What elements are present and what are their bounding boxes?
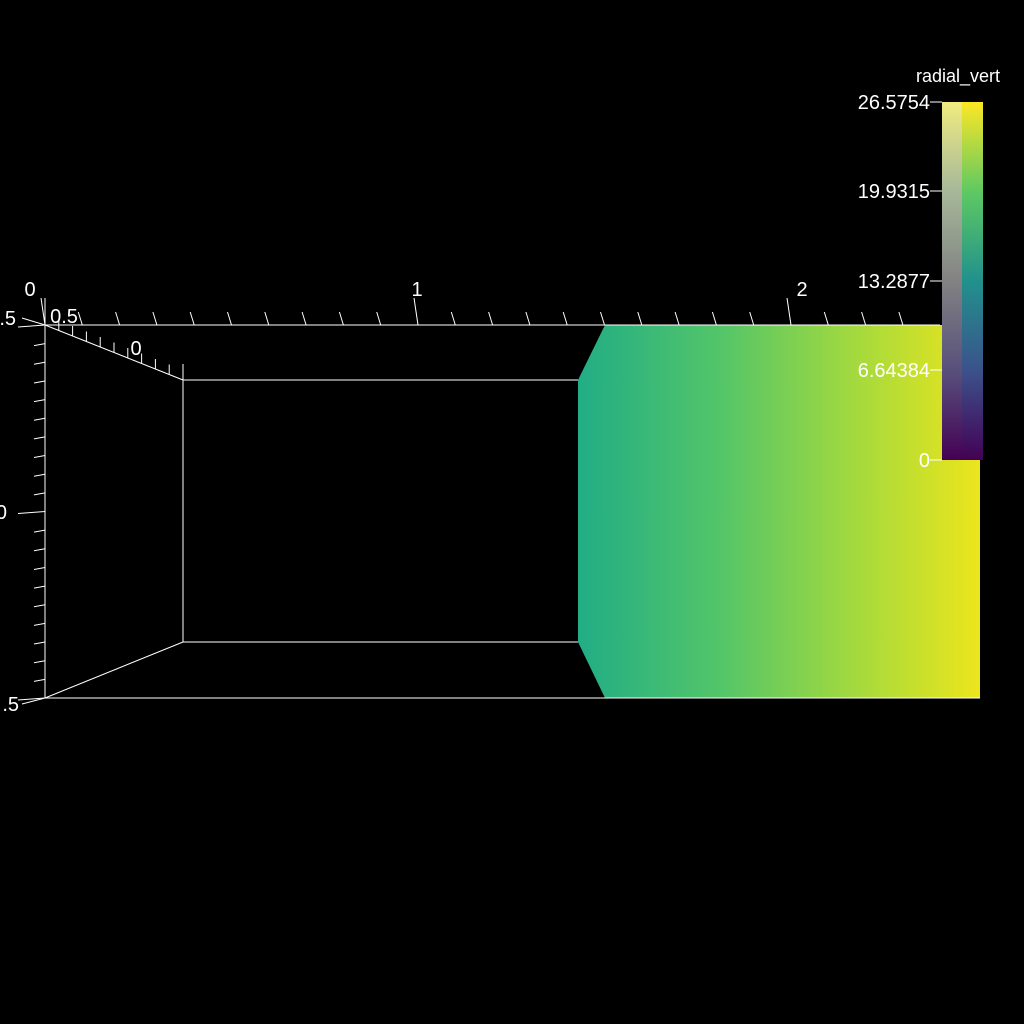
x-axis-major-tick — [413, 297, 419, 326]
x-axis-minor-tick — [152, 311, 158, 326]
x-axis-minor-tick — [600, 311, 605, 326]
scalar-bar-ticks — [930, 101, 942, 461]
y-axis-major-tick — [17, 511, 46, 514]
x-axis-ticks — [40, 297, 904, 326]
y-axis-minor-tick — [33, 492, 46, 496]
x-axis-minor-tick — [77, 311, 83, 326]
y-axis-minor-tick — [33, 380, 46, 384]
x-axis-label-1: 1 — [411, 279, 422, 301]
x-axis-major-tick — [786, 297, 792, 326]
y-axis-minor-tick — [33, 343, 46, 347]
x-axis-minor-tick — [674, 311, 680, 326]
y-axis-minor-tick — [33, 436, 46, 440]
x-axis-minor-tick — [227, 311, 232, 326]
x-axis-label-0: 0 — [24, 279, 35, 301]
y-axis-ticks — [17, 324, 46, 701]
x-axis-minor-tick — [115, 311, 121, 326]
y-axis-minor-tick — [33, 641, 46, 645]
depth-axis-label-0.5: 0.5 — [50, 306, 78, 328]
y-axis-minor-tick — [33, 455, 46, 459]
x-axis-minor-tick — [823, 311, 829, 326]
y-axis-minor-tick — [33, 417, 46, 421]
scalar-bar-label-q3: 19.9315 — [858, 181, 930, 203]
surface-mesh — [578, 325, 980, 698]
x-axis-label-2: 2 — [796, 279, 807, 301]
x-axis-minor-tick — [301, 311, 307, 326]
x-axis-minor-tick — [338, 311, 344, 326]
axis-extension-bottom — [21, 697, 46, 705]
y-axis-major-tick — [17, 697, 46, 701]
y-axis-minor-tick — [33, 399, 46, 403]
scalar-bar-label-q1: 6.64384 — [858, 360, 930, 382]
scalar-bar: radial_vert 26.5754 19.9315 13.2877 6.64… — [858, 66, 1000, 472]
y-axis-minor-tick — [33, 529, 46, 533]
x-axis-minor-tick — [488, 311, 494, 326]
scalar-bar-label-mid: 13.2877 — [858, 271, 930, 293]
x-axis-minor-tick — [637, 311, 643, 326]
y-axis-minor-tick — [33, 473, 46, 477]
y-axis-minor-tick — [33, 566, 46, 570]
y-axis-minor-tick — [33, 678, 46, 682]
x-axis-minor-tick — [376, 311, 382, 326]
y-axis-major-tick — [17, 324, 46, 328]
scalar-bar-label-min: 0 — [919, 450, 930, 472]
depth-axis-ticks — [44, 309, 184, 380]
y-axis-minor-tick — [33, 585, 46, 589]
x-axis-minor-tick — [749, 311, 755, 326]
scalar-bar-band-right — [962, 102, 983, 460]
x-axis-minor-tick — [898, 311, 904, 326]
y-axis-minor-tick — [33, 604, 46, 608]
scalar-bar-band-left — [942, 102, 962, 460]
y-axis-label-mid: 0 — [0, 502, 7, 524]
x-axis-minor-tick — [450, 311, 456, 326]
y-axis-label-bottom: .5 — [2, 694, 19, 716]
y-axis-minor-tick — [33, 548, 46, 552]
axis-extension-top — [21, 317, 46, 326]
y-axis-minor-tick — [33, 660, 46, 664]
x-axis-minor-tick — [525, 311, 531, 326]
x-axis-minor-tick — [562, 311, 568, 326]
y-axis-label-top: .5 — [0, 308, 16, 330]
y-axis-minor-tick — [33, 361, 46, 365]
scalar-bar-label-max: 26.5754 — [858, 92, 930, 114]
x-axis-minor-tick — [861, 311, 867, 326]
x-axis-minor-tick — [189, 311, 195, 326]
scalar-bar-title: radial_vert — [916, 66, 1000, 87]
x-axis-minor-tick — [711, 311, 717, 326]
x-axis-minor-tick — [264, 311, 270, 326]
box-depth-bottom-edge — [44, 641, 184, 699]
x-axis-major-tick — [40, 297, 46, 326]
y-axis-minor-tick — [33, 622, 46, 626]
depth-axis-label-0: 0 — [130, 338, 141, 360]
